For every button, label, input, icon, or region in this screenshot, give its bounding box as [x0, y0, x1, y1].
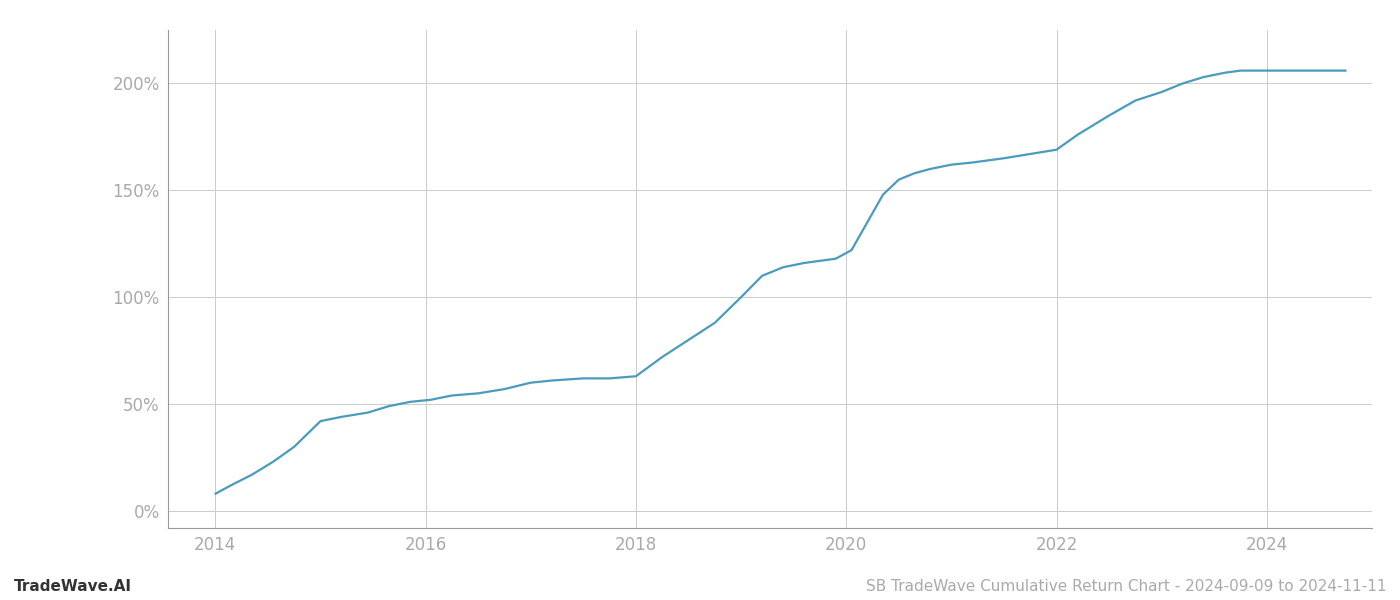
- Text: SB TradeWave Cumulative Return Chart - 2024-09-09 to 2024-11-11: SB TradeWave Cumulative Return Chart - 2…: [865, 579, 1386, 594]
- Text: TradeWave.AI: TradeWave.AI: [14, 579, 132, 594]
